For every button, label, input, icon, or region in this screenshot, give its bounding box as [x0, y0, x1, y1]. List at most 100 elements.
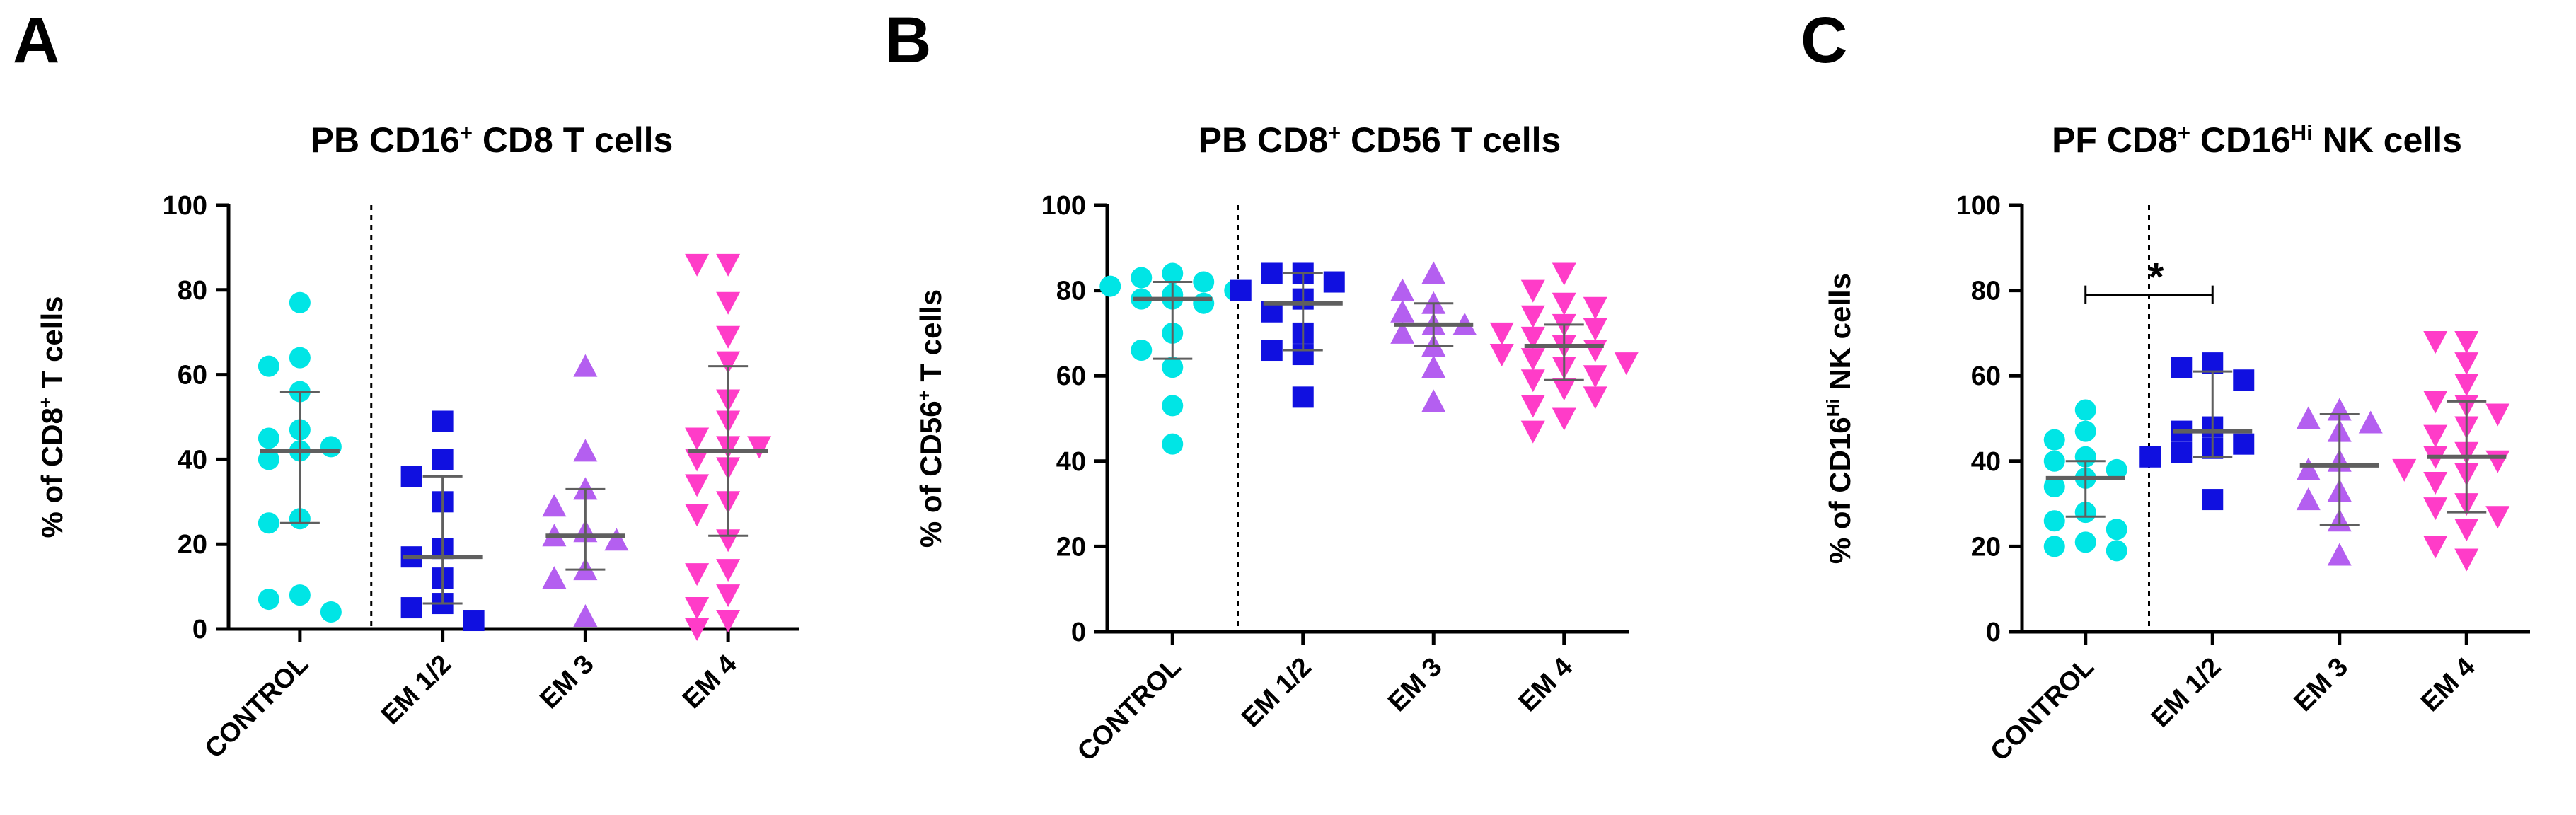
data-point [2485, 403, 2510, 427]
data-point [2074, 420, 2096, 442]
data-point [2423, 424, 2448, 448]
data-point [258, 589, 279, 611]
data-point [1583, 318, 1607, 341]
series-em-3 [542, 354, 629, 628]
data-point [258, 449, 279, 470]
data-point [1421, 355, 1446, 378]
data-point [2423, 536, 2448, 559]
significance-bracket: * [2084, 255, 2214, 304]
y-tick-label: 100 [1041, 191, 1086, 221]
data-point [716, 559, 741, 582]
text-part: CD8 T cells [473, 120, 673, 160]
y-axis-label: % of CD16Hi NK cells [1823, 273, 1856, 564]
data-point [2454, 352, 2479, 376]
data-point [2296, 487, 2321, 511]
text-part: % of CD16 [1823, 417, 1856, 564]
significance-label: * [2149, 255, 2164, 299]
text-part: % of CD56 [914, 400, 947, 548]
x-category-label: CONTROL [1985, 652, 2101, 768]
data-point [716, 351, 741, 374]
series-em-4 [1489, 262, 1639, 444]
data-point [1552, 262, 1576, 286]
y-tick-label: 60 [178, 361, 207, 391]
data-point [2074, 531, 2096, 553]
data-point [2106, 540, 2127, 562]
data-point [320, 436, 342, 458]
data-point [1323, 271, 1345, 293]
data-point [1261, 262, 1283, 284]
data-point [1421, 261, 1446, 284]
data-point [432, 449, 454, 470]
series-em-1-2 [2139, 352, 2255, 511]
data-point [1552, 292, 1576, 316]
y-tick-label: 40 [1971, 447, 2001, 477]
data-point [542, 566, 567, 589]
data-point [1614, 352, 1639, 376]
superscript: Hi [2291, 120, 2313, 145]
data-point [716, 291, 741, 315]
data-point [2202, 489, 2224, 511]
data-point [2106, 519, 2127, 541]
data-point [1583, 340, 1607, 363]
data-point [258, 427, 279, 449]
panel-letter: C [1801, 4, 1847, 76]
y-tick-label: 100 [163, 191, 207, 221]
data-point [1162, 262, 1184, 284]
chart-title: PF CD8+ CD16Hi NK cells [2052, 120, 2462, 161]
series-control [258, 291, 342, 623]
y-tick-label: 60 [1971, 362, 2001, 391]
data-point [1520, 326, 1545, 349]
data-point [1583, 386, 1607, 410]
series-control [1099, 262, 1246, 455]
chart-title: PB CD8+ CD56 T cells [1199, 120, 1561, 161]
data-point [685, 504, 710, 527]
data-point [716, 584, 741, 608]
data-point [2454, 374, 2479, 397]
data-point [1583, 365, 1607, 388]
data-point [2043, 510, 2065, 532]
data-point [2327, 543, 2352, 566]
data-point [1162, 433, 1184, 455]
x-category-label: EM 4 [677, 649, 742, 715]
data-point [573, 354, 598, 377]
x-category-label: EM 1/2 [1236, 652, 1317, 734]
data-point [1520, 420, 1545, 444]
data-point [1162, 357, 1184, 378]
y-tick-label: 100 [1956, 191, 2001, 221]
data-point [2296, 406, 2321, 429]
data-point [1261, 340, 1283, 362]
superscript: + [2178, 120, 2190, 145]
data-point [2233, 433, 2255, 455]
y-axis-label: % of CD56+ T cells [913, 289, 947, 548]
data-point [1193, 271, 1215, 293]
y-tick-label: 40 [178, 445, 207, 475]
data-point [1131, 340, 1153, 362]
data-point [2074, 399, 2096, 421]
panel-c: C PF CD8+ CD16Hi NK cells % of CD16Hi NK c… [1801, 4, 2530, 767]
data-point [685, 618, 710, 641]
data-point [1489, 322, 1514, 345]
data-point [2043, 429, 2065, 451]
data-point [1099, 275, 1121, 297]
data-point [2454, 330, 2479, 354]
data-point [2485, 450, 2510, 473]
series-em-3 [1390, 261, 1477, 412]
data-point [1162, 395, 1184, 417]
data-point [2454, 519, 2479, 542]
superscript: + [460, 120, 473, 145]
data-point [716, 325, 741, 349]
text-part: PB CD8 [1199, 120, 1328, 160]
panel-letter: B [884, 4, 931, 76]
data-point [716, 610, 741, 633]
data-point [2233, 369, 2255, 391]
y-tick-label: 40 [1056, 447, 1086, 477]
data-point [685, 253, 710, 277]
x-category-label: EM 3 [534, 649, 599, 715]
x-category-label: CONTROL [200, 649, 315, 765]
data-point [2454, 548, 2479, 572]
y-tick-label: 0 [1986, 618, 2001, 647]
y-tick-label: 20 [178, 530, 207, 560]
data-point [2423, 330, 2448, 354]
text-part: PF CD8 [2052, 120, 2178, 160]
data-point [2043, 450, 2065, 472]
